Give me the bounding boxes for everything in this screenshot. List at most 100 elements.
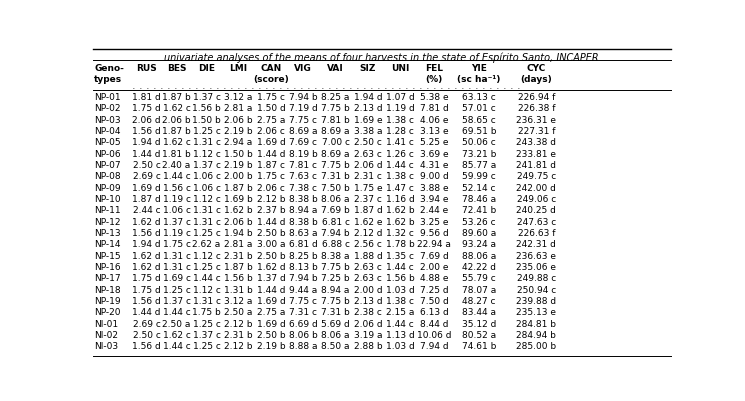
Text: 7.75 b: 7.75 b [321, 161, 350, 170]
Text: 2.44 c: 2.44 c [133, 207, 160, 215]
Text: 1.62 c: 1.62 c [162, 331, 191, 340]
Text: 2.06 b: 2.06 b [224, 218, 253, 227]
Text: 2.50 c: 2.50 c [354, 138, 382, 147]
Text: 249.88 c: 249.88 c [516, 274, 556, 284]
Text: NP-09: NP-09 [95, 184, 121, 192]
Text: 2.69 c: 2.69 c [133, 320, 160, 329]
Text: 8.63 a: 8.63 a [289, 229, 317, 238]
Text: (%): (%) [425, 75, 443, 84]
Text: 2.62 a: 2.62 a [192, 240, 221, 249]
Text: 2.12 b: 2.12 b [257, 195, 285, 204]
Text: 7.31 b: 7.31 b [321, 172, 350, 181]
Text: 1.56 b: 1.56 b [192, 104, 221, 113]
Text: 7.81 b: 7.81 b [321, 115, 350, 125]
Text: 7.75 b: 7.75 b [321, 263, 350, 272]
Text: 1.44 d: 1.44 d [257, 150, 285, 159]
Text: 1.26 c: 1.26 c [386, 150, 414, 159]
Text: 7.63 c: 7.63 c [289, 172, 317, 181]
Text: 3.88 e: 3.88 e [420, 184, 448, 192]
Text: 8.69 a: 8.69 a [289, 127, 317, 136]
Text: 7.75 b: 7.75 b [321, 104, 350, 113]
Text: 7.75 c: 7.75 c [289, 115, 317, 125]
Text: 8.06 a: 8.06 a [321, 195, 350, 204]
Text: 1.31 c: 1.31 c [192, 138, 221, 147]
Text: 8.38 b: 8.38 b [289, 218, 317, 227]
Text: 8.25 b: 8.25 b [289, 252, 317, 261]
Text: 7.81 d: 7.81 d [420, 104, 448, 113]
Text: 1.12 c: 1.12 c [193, 150, 221, 159]
Text: 7.69 b: 7.69 b [321, 207, 350, 215]
Text: 1.19 d: 1.19 d [386, 104, 414, 113]
Text: 7.19 d: 7.19 d [289, 104, 317, 113]
Text: 2.06 d: 2.06 d [354, 320, 382, 329]
Text: 2.06 b: 2.06 b [162, 115, 191, 125]
Text: 1.31 c: 1.31 c [162, 252, 191, 261]
Text: NP-13: NP-13 [95, 229, 121, 238]
Text: 3.13 e: 3.13 e [420, 127, 448, 136]
Text: NP-08: NP-08 [95, 172, 121, 181]
Text: 1.35 c: 1.35 c [386, 252, 414, 261]
Text: 7.38 c: 7.38 c [289, 184, 317, 192]
Text: 1.69 b: 1.69 b [224, 195, 253, 204]
Text: 1.25 c: 1.25 c [193, 342, 221, 351]
Text: 1.03 d: 1.03 d [386, 342, 414, 351]
Text: 3.19 a: 3.19 a [354, 331, 382, 340]
Text: 1.56 c: 1.56 c [162, 184, 191, 192]
Text: 93.24 a: 93.24 a [462, 240, 496, 249]
Text: 8.38 b: 8.38 b [289, 195, 317, 204]
Text: 1.06 c: 1.06 c [162, 207, 191, 215]
Text: 3.38 a: 3.38 a [354, 127, 382, 136]
Text: 57.01 c: 57.01 c [462, 104, 496, 113]
Text: 89.60 a: 89.60 a [462, 229, 496, 238]
Text: 8.44 d: 8.44 d [420, 320, 448, 329]
Text: 2.31 b: 2.31 b [224, 252, 253, 261]
Text: 1.75 c: 1.75 c [257, 93, 285, 102]
Text: 1.75 d: 1.75 d [132, 274, 161, 284]
Text: 2.06 c: 2.06 c [257, 127, 285, 136]
Text: 1.87 c: 1.87 c [257, 161, 285, 170]
Text: 2.12 b: 2.12 b [224, 320, 253, 329]
Text: 3.00 a: 3.00 a [257, 240, 285, 249]
Text: 1.69 c: 1.69 c [162, 274, 191, 284]
Text: 2.00 d: 2.00 d [354, 286, 382, 295]
Text: 1.44 c: 1.44 c [162, 172, 191, 181]
Text: 1.56 d: 1.56 d [132, 229, 161, 238]
Text: 1.81 d: 1.81 d [132, 93, 161, 102]
Text: 1.75 c: 1.75 c [162, 240, 191, 249]
Text: 74.61 b: 74.61 b [462, 342, 496, 351]
Text: 1.25 c: 1.25 c [162, 286, 191, 295]
Text: 1.94 d: 1.94 d [132, 138, 161, 147]
Text: NP-14: NP-14 [95, 240, 121, 249]
Text: (sc ha⁻¹): (sc ha⁻¹) [457, 75, 501, 84]
Text: YIE: YIE [471, 64, 487, 73]
Text: 2.88 b: 2.88 b [354, 342, 382, 351]
Text: 1.87 d: 1.87 d [354, 207, 382, 215]
Text: 236.63 e: 236.63 e [516, 252, 557, 261]
Text: 285.00 b: 285.00 b [516, 342, 557, 351]
Text: 1.37 d: 1.37 d [256, 274, 285, 284]
Text: 78.07 a: 78.07 a [462, 286, 496, 295]
Text: 2.12 d: 2.12 d [354, 229, 382, 238]
Text: 7.94 b: 7.94 b [289, 274, 317, 284]
Text: 1.31 c: 1.31 c [192, 207, 221, 215]
Text: 1.62 d: 1.62 d [132, 263, 161, 272]
Text: VIG: VIG [294, 64, 312, 73]
Text: 69.51 b: 69.51 b [462, 127, 496, 136]
Text: 1.12 c: 1.12 c [193, 195, 221, 204]
Text: 1.07 d: 1.07 d [386, 93, 414, 102]
Text: 8.38 a: 8.38 a [321, 252, 350, 261]
Text: 4.31 e: 4.31 e [420, 161, 448, 170]
Text: 1.25 c: 1.25 c [193, 127, 221, 136]
Text: 72.41 b: 72.41 b [462, 207, 496, 215]
Text: 236.31 e: 236.31 e [516, 115, 557, 125]
Text: 8.06 a: 8.06 a [321, 331, 350, 340]
Text: 1.32 c: 1.32 c [386, 229, 414, 238]
Text: 1.31 b: 1.31 b [224, 286, 253, 295]
Text: 249.75 c: 249.75 c [516, 172, 556, 181]
Text: DIE: DIE [198, 64, 215, 73]
Text: 1.94 d: 1.94 d [132, 240, 161, 249]
Text: VAI: VAI [327, 64, 344, 73]
Text: 240.25 d: 240.25 d [516, 207, 557, 215]
Text: NP-11: NP-11 [95, 207, 121, 215]
Text: 241.81 d: 241.81 d [516, 161, 557, 170]
